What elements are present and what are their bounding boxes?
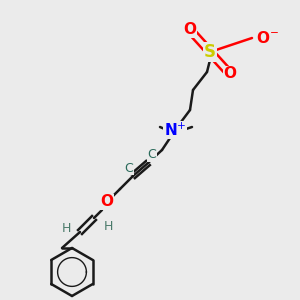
Text: O: O — [224, 67, 236, 82]
Text: H: H — [103, 220, 113, 232]
Text: O$^{-}$: O$^{-}$ — [256, 30, 279, 46]
Text: H: H — [61, 221, 71, 235]
Text: O: O — [184, 22, 196, 38]
Text: C: C — [148, 148, 156, 161]
Text: O: O — [100, 194, 113, 209]
Text: C: C — [124, 161, 134, 175]
Text: N$^{+}$: N$^{+}$ — [164, 121, 186, 139]
Text: S: S — [204, 43, 216, 61]
